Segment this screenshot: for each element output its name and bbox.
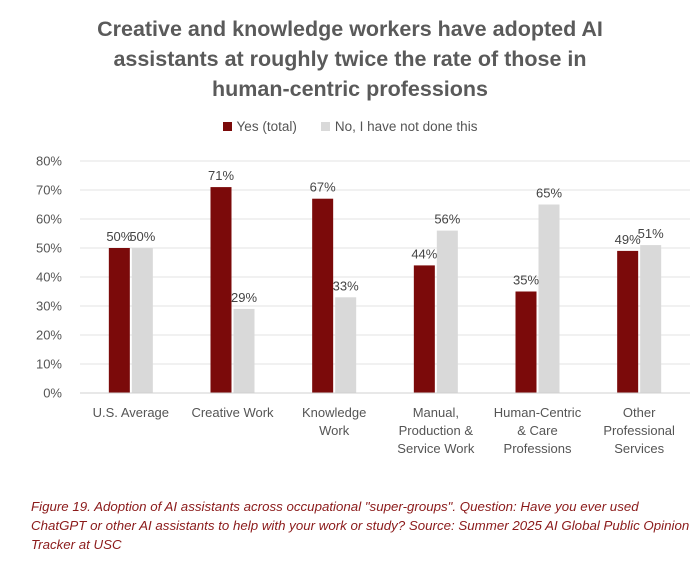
y-tick-label: 0% <box>43 386 62 401</box>
bar-yes <box>617 250 639 393</box>
bar-no <box>436 230 458 393</box>
data-label-no: 65% <box>536 186 562 201</box>
x-tick-label-line: Knowledge <box>302 405 366 420</box>
y-tick-label: 60% <box>36 212 62 227</box>
data-label-no: 29% <box>231 290 257 305</box>
data-label-no: 56% <box>434 212 460 227</box>
x-tick-label-line: Professional <box>603 423 675 438</box>
bar-yes <box>515 291 537 393</box>
x-tick-label-line: & Care <box>517 423 557 438</box>
y-tick-label: 40% <box>36 270 62 285</box>
data-label-yes: 67% <box>310 180 336 195</box>
data-label-yes: 50% <box>106 229 132 244</box>
y-tick-label: 20% <box>36 328 62 343</box>
data-label-yes: 35% <box>513 273 539 288</box>
bar-no <box>335 297 357 393</box>
data-label-yes: 71% <box>208 168 234 183</box>
bar-no <box>640 245 662 393</box>
data-label-yes: 44% <box>411 246 437 261</box>
data-label-yes: 49% <box>615 232 641 247</box>
x-tick-label-line: Professions <box>504 441 572 456</box>
x-tick-label-line: Creative Work <box>191 405 274 420</box>
bar-yes <box>210 187 232 393</box>
x-tick-label: Creative Work <box>191 405 274 420</box>
bar-no <box>538 204 560 393</box>
x-tick-label-line: Other <box>623 405 656 420</box>
bar-no <box>233 308 255 393</box>
y-tick-label: 50% <box>36 241 62 256</box>
legend-item-no: No, I have not done this <box>320 119 478 134</box>
x-tick-label: U.S. Average <box>93 405 169 420</box>
data-label-no: 50% <box>129 229 155 244</box>
legend-item-yes: Yes (total) <box>222 119 297 134</box>
data-label-no: 33% <box>333 278 359 293</box>
chart-title-line-2: assistants at roughly twice the rate of … <box>113 47 587 71</box>
x-tick-label: Knowledge Work <box>302 405 366 438</box>
x-tick-label-line: Human-Centric <box>494 405 582 420</box>
y-tick-label: 80% <box>36 154 62 169</box>
bar-no <box>131 248 153 393</box>
bar-yes <box>312 198 334 393</box>
chart-title-line-1: Creative and knowledge workers have adop… <box>97 17 603 41</box>
legend-swatch-yes <box>222 122 232 131</box>
x-tick-label: Human-Centric & Care Professions <box>494 405 582 456</box>
legend-swatch-no <box>320 122 330 131</box>
chart-title: Creative and knowledge workers have adop… <box>0 14 700 104</box>
x-tick-label-line: Service Work <box>397 441 475 456</box>
y-tick-label: 10% <box>36 357 62 372</box>
y-tick-label: 30% <box>36 299 62 314</box>
chart-title-line-3: human-centric professions <box>212 77 488 101</box>
x-tick-label-line: Production & <box>399 423 474 438</box>
bar-yes <box>413 265 435 393</box>
chart-legend: Yes (total) No, I have not done this <box>0 119 700 134</box>
x-tick-label-line: Work <box>319 423 350 438</box>
bar-chart: 0%10%20%30%40%50%60%70%80%50%50%U.S. Ave… <box>36 154 690 456</box>
legend-label-yes: Yes (total) <box>236 119 297 134</box>
figure-caption: Figure 19. Adoption of AI assistants acr… <box>31 499 690 552</box>
legend-label-no: No, I have not done this <box>334 119 478 134</box>
x-tick-label-line: U.S. Average <box>93 405 169 420</box>
x-tick-label-line: Services <box>614 441 664 456</box>
bar-yes <box>108 248 130 393</box>
data-label-no: 51% <box>638 226 664 241</box>
x-tick-label-line: Manual, <box>413 405 459 420</box>
x-tick-label: Other Professional Services <box>603 405 675 456</box>
y-tick-label: 70% <box>36 183 62 198</box>
x-tick-label: Manual, Production & Service Work <box>397 405 475 456</box>
